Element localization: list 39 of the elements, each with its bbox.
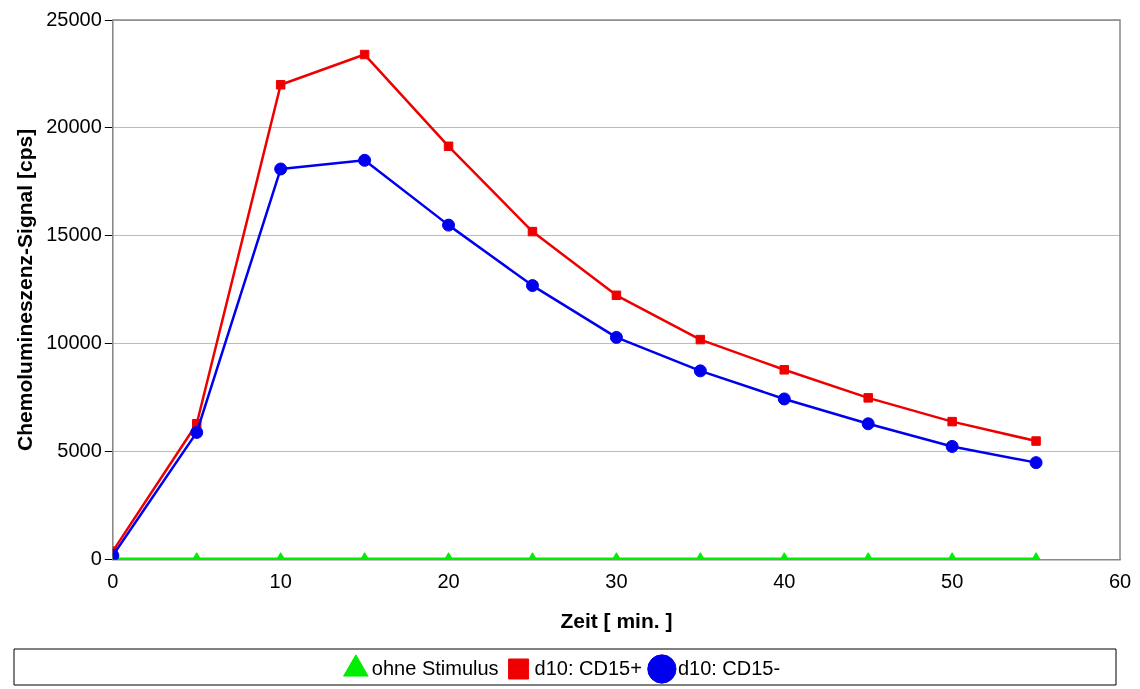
x-tick-label: 50 (941, 570, 964, 593)
x-tick-label: 40 (773, 570, 796, 593)
point (947, 416, 957, 427)
point (945, 439, 959, 453)
y-tick-label: 5000 (57, 439, 102, 462)
point (695, 334, 706, 345)
point (1029, 456, 1043, 470)
y-axis-title: Chemolumineszenz-Signal [cps] (13, 128, 37, 451)
point (274, 162, 288, 176)
point (358, 153, 372, 167)
point (525, 279, 539, 293)
point (777, 392, 791, 406)
legend-label: ohne Stimulus (371, 656, 499, 679)
point (442, 218, 456, 232)
point (275, 80, 286, 90)
y-tick-label: 15000 (46, 223, 102, 246)
x-tick-label: 20 (437, 570, 460, 593)
point (611, 290, 622, 301)
point (443, 141, 454, 152)
point (779, 365, 790, 375)
y-tick-label: 10000 (46, 331, 102, 354)
y-tick-label: 20000 (46, 115, 102, 138)
y-tick-label: 25000 (46, 7, 102, 30)
x-tick-label: 60 (1108, 570, 1132, 593)
x-tick-label: 0 (107, 570, 119, 593)
point (190, 425, 204, 439)
legend-label: d10: CD15+ (534, 656, 642, 679)
point (693, 364, 707, 378)
point (863, 393, 873, 403)
point (359, 49, 370, 60)
point (527, 226, 538, 237)
point (609, 330, 623, 344)
legend-label: d10: CD15- (677, 656, 781, 679)
x-tick-label: 30 (605, 570, 628, 593)
point (1031, 436, 1041, 446)
y-tick-label: 0 (90, 547, 102, 570)
x-axis-title: Zeit [ min. ] (560, 609, 673, 633)
point (861, 417, 875, 431)
x-tick-label: 10 (269, 570, 292, 593)
